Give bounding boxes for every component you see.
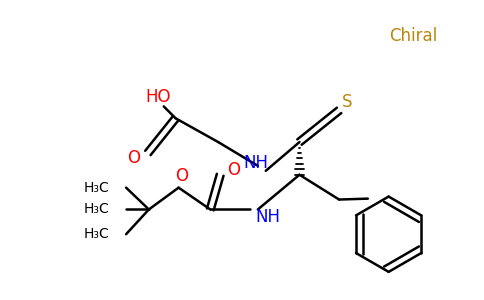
Text: Chiral: Chiral: [389, 27, 438, 45]
Text: S: S: [342, 93, 352, 111]
Text: H₃C: H₃C: [84, 227, 109, 241]
Text: NH: NH: [255, 208, 280, 226]
Text: HO: HO: [145, 88, 170, 106]
Text: H₃C: H₃C: [84, 202, 109, 216]
Text: O: O: [127, 149, 140, 167]
Text: O: O: [175, 167, 188, 185]
Text: O: O: [227, 161, 241, 179]
Text: NH: NH: [243, 154, 268, 172]
Text: H₃C: H₃C: [84, 181, 109, 195]
